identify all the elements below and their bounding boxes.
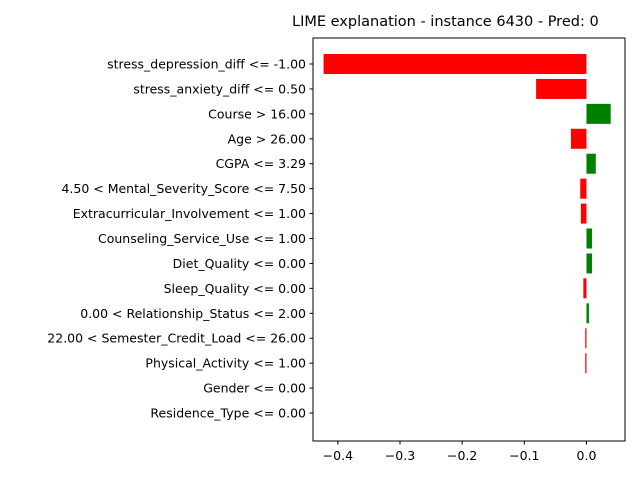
y-tick-label: Residence_Type <= 0.00 — [150, 406, 306, 421]
y-tick-label: CGPA <= 3.29 — [216, 156, 306, 171]
bar — [586, 228, 593, 249]
bar — [583, 278, 587, 299]
y-tick-label: Age > 26.00 — [228, 131, 306, 146]
bar — [580, 203, 587, 224]
x-tick-label: −0.1 — [509, 448, 539, 463]
bar — [536, 78, 587, 99]
bar — [570, 128, 587, 149]
bar — [586, 303, 589, 324]
bar — [585, 328, 587, 349]
y-tick-label: Diet_Quality <= 0.00 — [173, 256, 306, 271]
y-tick-label: 0.00 < Relationship_Status <= 2.00 — [80, 306, 306, 321]
y-tick-label: Sleep_Quality <= 0.00 — [164, 281, 306, 296]
x-axis: −0.4 −0.3 −0.2 −0.1 0.0 — [323, 441, 597, 463]
bar — [586, 153, 596, 174]
x-tick-label: −0.4 — [323, 448, 353, 463]
y-tick-label: 4.50 < Mental_Severity_Score <= 7.50 — [61, 181, 306, 196]
y-tick-label: Extracurricular_Involvement <= 1.00 — [73, 206, 306, 221]
y-tick-label: Physical_Activity <= 1.00 — [145, 356, 306, 371]
bar — [323, 54, 587, 74]
y-tick-label: stress_anxiety_diff <= 0.50 — [133, 81, 306, 96]
x-tick-label: −0.3 — [385, 448, 415, 463]
y-tick-label: 22.00 < Semester_Credit_Load <= 26.00 — [47, 331, 306, 346]
bar — [585, 353, 587, 374]
bar — [580, 178, 587, 199]
y-tick-label: Gender <= 0.00 — [203, 381, 306, 396]
chart-title: LIME explanation - instance 6430 - Pred:… — [292, 14, 599, 30]
y-tick-label: Counseling_Service_Use <= 1.00 — [98, 231, 306, 246]
plot-frame — [312, 37, 626, 442]
y-tick-label: stress_depression_diff <= -1.00 — [107, 57, 306, 72]
y-tick-label: Course > 16.00 — [208, 106, 306, 121]
bars-group — [323, 54, 611, 374]
x-tick-label: 0.0 — [577, 448, 597, 463]
y-axis: stress_depression_diff <= -1.00 stress_an… — [47, 57, 313, 421]
bar — [586, 253, 593, 274]
bar — [586, 103, 611, 124]
x-tick-label: −0.2 — [447, 448, 477, 463]
